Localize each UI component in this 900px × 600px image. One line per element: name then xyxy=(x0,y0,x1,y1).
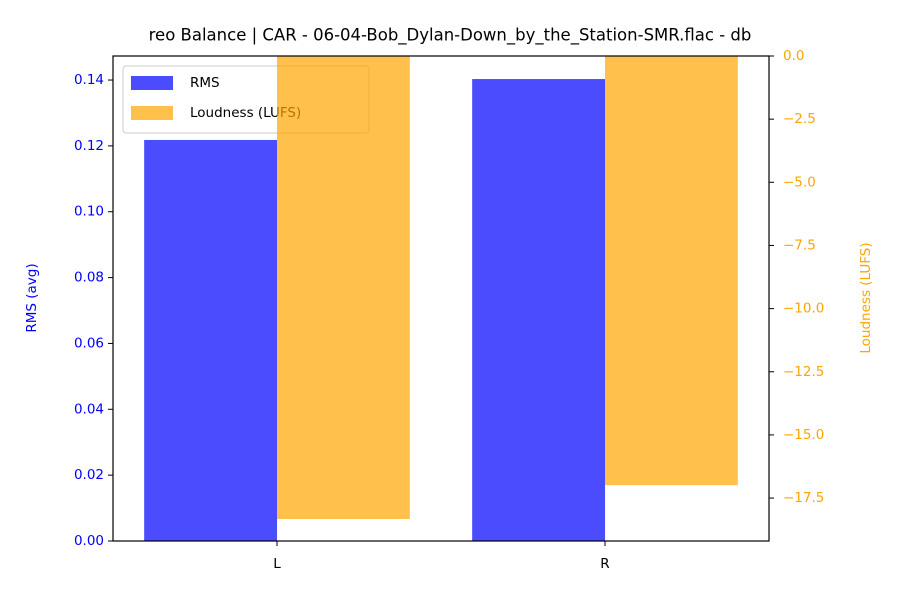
y-tick-label: 0.06 xyxy=(74,335,104,351)
y2-tick-label: −12.5 xyxy=(783,364,824,380)
y-tick-label: 0.00 xyxy=(74,533,104,549)
y-tick-label: 0.04 xyxy=(74,401,104,417)
axes-frame xyxy=(112,55,770,542)
x-tick-label: L xyxy=(273,556,281,572)
y2-tick-label: −17.5 xyxy=(783,490,824,506)
y-tick-label: 0.12 xyxy=(74,138,104,154)
legend-label: RMS xyxy=(190,75,220,91)
y2-axis-label: Loudness (LUFS) xyxy=(858,242,874,353)
y-tick-label: 0.02 xyxy=(74,467,104,483)
legend-swatch xyxy=(131,106,173,120)
y2-tick-label: −10.0 xyxy=(783,301,824,317)
bar xyxy=(277,56,410,520)
y2-tick-label: −5.0 xyxy=(783,174,816,190)
y-axis-label: RMS (avg) xyxy=(24,263,40,332)
legend-label: Loudness (LUFS) xyxy=(190,105,301,121)
y2-tick-label: 0.0 xyxy=(783,48,804,64)
x-tick-label: R xyxy=(600,556,609,572)
y2-tick-label: −7.5 xyxy=(783,237,816,253)
y2-tick-label: −2.5 xyxy=(783,111,816,127)
legend-swatch xyxy=(131,76,173,90)
bar xyxy=(472,79,605,541)
y2-tick-label: −15.0 xyxy=(783,427,824,443)
y-tick-label: 0.08 xyxy=(74,270,104,286)
y-tick-label: 0.10 xyxy=(74,204,104,220)
y-tick-label: 0.14 xyxy=(74,72,104,88)
bar xyxy=(605,56,738,486)
chart-title: reo Balance | CAR - 06-04-Bob_Dylan-Down… xyxy=(149,26,752,46)
bar xyxy=(144,139,277,541)
